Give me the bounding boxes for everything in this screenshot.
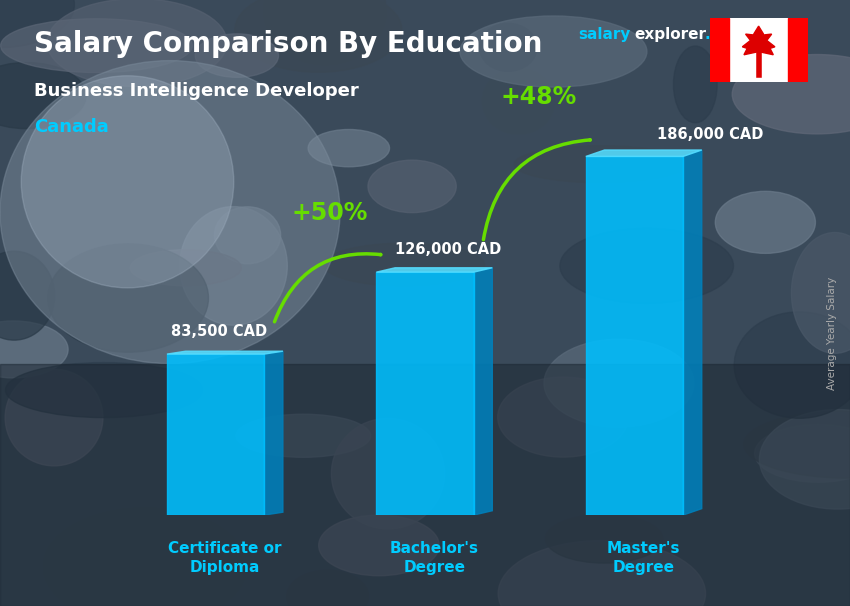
Bar (167, 354, 264, 515)
Text: Canada: Canada (34, 118, 109, 136)
Ellipse shape (483, 68, 554, 134)
Bar (710, 18, 729, 82)
Ellipse shape (319, 515, 439, 576)
Ellipse shape (324, 243, 484, 286)
Bar (0, 364, 850, 606)
Ellipse shape (286, 570, 369, 606)
Ellipse shape (332, 418, 445, 529)
Ellipse shape (214, 207, 280, 264)
Ellipse shape (1, 19, 192, 73)
Ellipse shape (744, 410, 850, 478)
Ellipse shape (130, 250, 241, 286)
Ellipse shape (309, 130, 389, 167)
Polygon shape (683, 150, 702, 515)
Ellipse shape (264, 0, 386, 64)
Ellipse shape (734, 312, 850, 418)
Ellipse shape (368, 160, 456, 213)
Text: explorer: explorer (634, 27, 706, 42)
Polygon shape (264, 351, 283, 515)
Ellipse shape (47, 0, 227, 87)
Text: .com: .com (705, 27, 745, 42)
Bar (788, 18, 808, 82)
Ellipse shape (48, 244, 208, 352)
Polygon shape (742, 26, 775, 55)
Ellipse shape (460, 16, 647, 87)
Ellipse shape (0, 62, 86, 128)
Text: 83,500 CAD: 83,500 CAD (171, 324, 267, 339)
Polygon shape (377, 268, 492, 272)
Polygon shape (167, 351, 283, 354)
Polygon shape (586, 150, 702, 156)
Ellipse shape (235, 414, 371, 458)
Ellipse shape (546, 514, 663, 563)
Ellipse shape (235, 0, 402, 72)
Ellipse shape (716, 191, 815, 253)
Bar (377, 272, 473, 515)
Ellipse shape (514, 145, 688, 183)
Text: Average Yearly Salary: Average Yearly Salary (827, 277, 837, 390)
Text: 186,000 CAD: 186,000 CAD (657, 127, 763, 142)
Ellipse shape (791, 233, 850, 353)
Ellipse shape (544, 339, 694, 427)
Text: Salary Comparison By Education: Salary Comparison By Education (34, 30, 542, 58)
Text: +50%: +50% (292, 201, 368, 225)
Ellipse shape (498, 541, 706, 606)
Text: 126,000 CAD: 126,000 CAD (395, 242, 501, 258)
Ellipse shape (755, 425, 850, 482)
Ellipse shape (560, 228, 734, 304)
Ellipse shape (5, 362, 202, 418)
Ellipse shape (196, 34, 279, 78)
Ellipse shape (479, 23, 537, 72)
Bar (729, 18, 788, 82)
Text: Bachelor's
Degree: Bachelor's Degree (390, 541, 479, 575)
Ellipse shape (759, 410, 850, 509)
Ellipse shape (5, 369, 103, 466)
Ellipse shape (0, 321, 68, 378)
Text: Master's
Degree: Master's Degree (607, 541, 681, 575)
Ellipse shape (673, 46, 717, 123)
Ellipse shape (43, 508, 246, 606)
Ellipse shape (21, 76, 234, 288)
Ellipse shape (0, 0, 75, 48)
Ellipse shape (732, 55, 850, 134)
Text: Certificate or
Diploma: Certificate or Diploma (168, 541, 281, 575)
Text: salary: salary (578, 27, 631, 42)
Ellipse shape (498, 377, 629, 457)
Ellipse shape (0, 61, 340, 364)
Polygon shape (473, 268, 492, 515)
Text: +48%: +48% (501, 85, 577, 109)
Ellipse shape (0, 251, 54, 340)
Ellipse shape (179, 207, 287, 325)
Bar (586, 156, 683, 515)
Text: Business Intelligence Developer: Business Intelligence Developer (34, 82, 359, 100)
